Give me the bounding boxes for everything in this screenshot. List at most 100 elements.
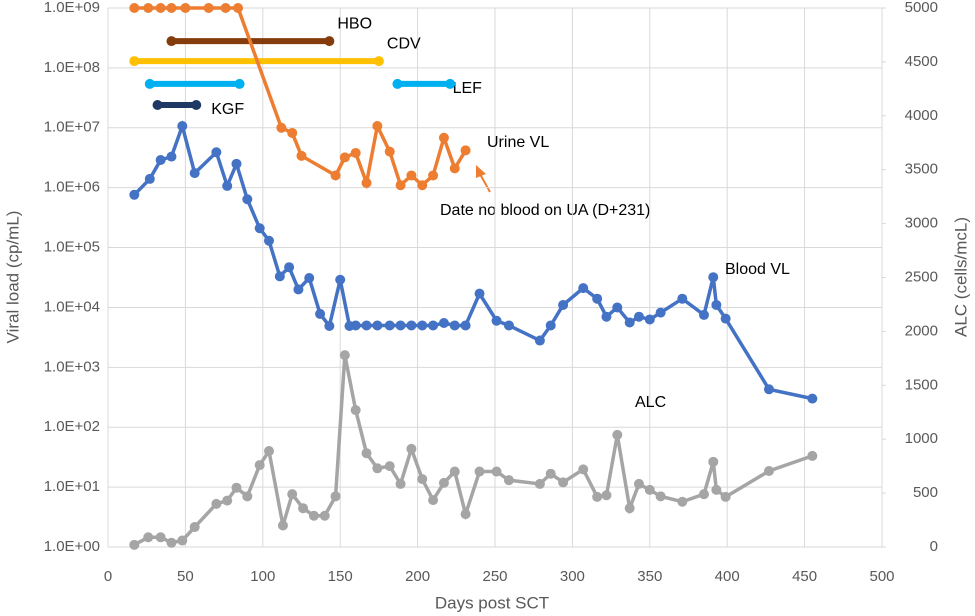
data-point [711,484,722,495]
data-point [350,147,361,158]
data-point [395,320,406,331]
data-point [644,314,655,325]
data-point [807,450,818,461]
data-point [655,307,666,318]
data-point [558,477,569,488]
annotation: Date no blood on UA (D+231) [440,202,650,219]
data-point [263,446,274,457]
data-point [460,145,471,156]
data-point [708,272,719,283]
data-point [763,384,774,395]
data-point [807,393,818,404]
data-point [438,317,449,328]
x-tick-label: 0 [104,568,112,585]
data-point [428,320,439,331]
data-point [254,460,265,471]
x-tick-label: 150 [328,568,353,585]
series-label: Urine VL [487,134,549,151]
data-point [711,299,722,310]
data-point [350,320,361,331]
x-tick-label: 50 [177,568,194,585]
range-start [144,78,155,89]
y2-tick-label: 2000 [905,322,938,339]
data-point [558,299,569,310]
data-point [612,429,623,440]
x-tick-label: 500 [869,568,894,585]
data-point [155,532,166,543]
range-end [324,36,335,47]
data-point [601,490,612,501]
data-point [708,456,719,467]
range-label: KGF [211,101,244,118]
data-point [330,491,341,502]
range-end [234,78,245,89]
data-point [129,539,140,550]
data-point [155,3,166,13]
data-point [263,235,274,246]
y-tick-label: 1.0E+07 [44,119,100,136]
y2-tick-label: 4000 [905,107,938,124]
range-start [152,100,163,111]
y-axis-label: Viral load (cp/mL) [3,211,22,344]
data-point [534,335,545,346]
series-line [133,120,813,401]
data-point [545,320,556,331]
data-point [491,315,502,326]
data-point [129,189,140,200]
data-point [406,320,417,331]
data-point [276,122,287,133]
data-point [231,158,242,169]
data-point [144,173,155,184]
data-point [474,288,485,299]
range-start [129,56,140,67]
data-point [720,313,731,324]
data-point [372,121,383,132]
data-point [361,448,372,459]
y2-axis-label: ALC (cells/mcL) [951,217,970,337]
data-point [296,150,307,161]
data-point [698,309,709,320]
data-point [231,482,242,493]
data-point [220,3,231,13]
range-label: CDV [387,35,421,52]
y-tick-label: 1.0E+09 [44,0,100,16]
data-point [624,503,635,514]
data-point [319,510,330,521]
data-point [417,180,428,191]
data-point [612,302,623,313]
y-tick-label: 1.0E+08 [44,59,100,76]
data-point [350,405,361,416]
data-point [545,468,556,479]
data-point [304,273,315,284]
data-point [211,498,222,509]
data-point [287,127,298,138]
x-tick-label: 200 [405,568,430,585]
data-point [406,170,417,181]
data-point [293,284,304,295]
x-tick-label: 350 [637,568,662,585]
data-point [284,262,295,273]
series-label: ALC [635,394,666,411]
y2-tick-label: 3000 [905,215,938,232]
range-start [392,78,403,89]
x-tick-label: 100 [250,568,275,585]
data-point [460,320,471,331]
data-point [324,320,335,331]
data-point [129,3,140,13]
range-end [373,56,384,67]
data-point [308,510,319,521]
data-point [189,522,200,533]
data-point [592,293,603,304]
data-point [677,293,688,304]
data-point [633,311,644,322]
data-point [155,154,166,165]
data-point [143,532,154,543]
data-point [177,121,188,132]
data-point [460,509,471,520]
y2-tick-label: 3500 [905,161,938,178]
data-point [254,223,265,234]
data-point [166,151,177,162]
y-tick-label: 1.0E+04 [44,298,100,315]
